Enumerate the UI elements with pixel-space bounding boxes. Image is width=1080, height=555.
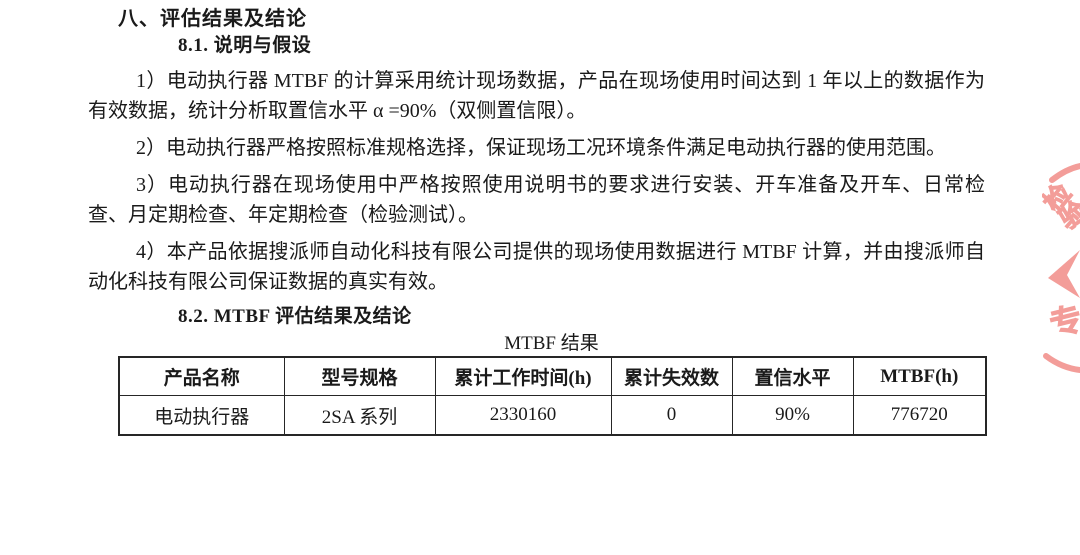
cell-product-name: 电动执行器 — [118, 395, 285, 436]
stamp-char-3: 专 — [1046, 300, 1080, 343]
red-seal-icon: 检 验 专 — [1037, 163, 1080, 373]
paragraph-3: 3）电动执行器在现场使用中严格按照使用说明书的要求进行安装、开车准备及开车、日常… — [88, 174, 985, 226]
table-row: 电动执行器 2SA 系列 2330160 0 90% 776720 — [118, 395, 987, 436]
paragraph-1: 1）电动执行器 MTBF 的计算采用统计现场数据，产品在现场使用时间达到 1 年… — [88, 70, 985, 122]
header-cumulative-hours: 累计工作时间(h) — [434, 356, 612, 396]
section-heading: 八、评估结果及结论 — [118, 8, 307, 30]
document-page: 八、评估结果及结论 8.1. 说明与假设 1）电动执行器 MTBF 的计算采用统… — [88, 6, 987, 436]
paragraph-4: 4）本产品依据搜派师自动化科技有限公司提供的现场使用数据进行 MTBF 计算，并… — [88, 241, 985, 293]
subsection-heading-8-1: 8.1. 说明与假设 — [178, 35, 312, 56]
stamp-char-2: 验 — [1054, 195, 1080, 234]
table-title: MTBF 结果 — [504, 333, 599, 354]
mtbf-results-table: 产品名称 型号规格 累计工作时间(h) 累计失效数 置信水平 MTBF(h) 电… — [118, 356, 987, 436]
stamp-char-1: 检 — [1042, 178, 1077, 217]
cell-mtbf: 776720 — [852, 395, 987, 436]
header-model-spec: 型号规格 — [283, 356, 436, 396]
header-mtbf: MTBF(h) — [852, 356, 987, 396]
cell-cumulative-failures: 0 — [610, 395, 733, 436]
paragraph-2: 2）电动执行器严格按照标准规格选择，保证现场工况环境条件满足电动执行器的使用范围… — [136, 137, 946, 159]
header-product-name: 产品名称 — [118, 356, 285, 396]
header-cumulative-failures: 累计失效数 — [610, 356, 733, 396]
red-seal-stamp: 检 验 专 — [1037, 152, 1080, 382]
cell-model-spec: 2SA 系列 — [283, 395, 436, 436]
cell-confidence-level: 90% — [731, 395, 854, 436]
cell-cumulative-hours: 2330160 — [434, 395, 612, 436]
table-header-row: 产品名称 型号规格 累计工作时间(h) 累计失效数 置信水平 MTBF(h) — [118, 356, 987, 396]
subsection-heading-8-2: 8.2. MTBF 评估结果及结论 — [178, 306, 412, 327]
header-confidence-level: 置信水平 — [731, 356, 854, 396]
